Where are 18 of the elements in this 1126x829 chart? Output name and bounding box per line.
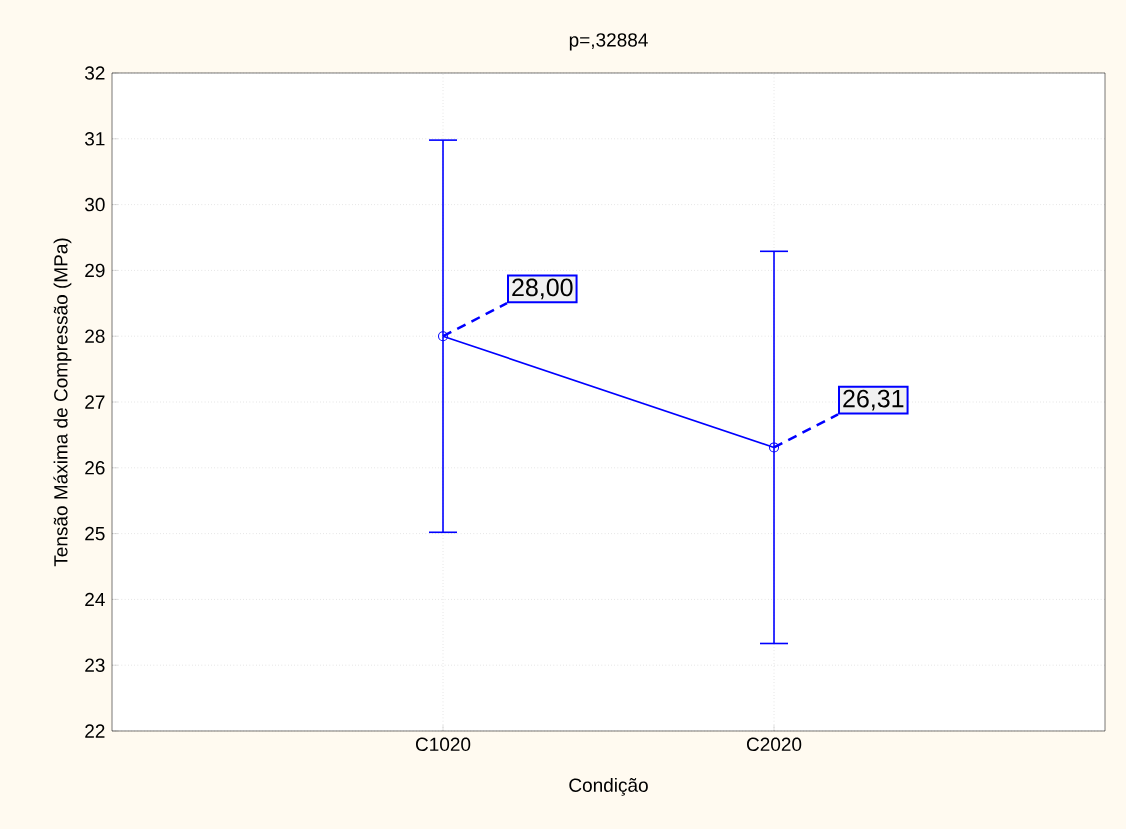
chart-title: p=,32884 — [569, 33, 648, 51]
y-tick-label: 24 — [85, 592, 105, 607]
y-tick-label: 26 — [85, 461, 105, 475]
x-tick-label: C1020 — [415, 737, 471, 752]
y-tick-label: 31 — [85, 132, 105, 146]
data-label: 26,31 — [843, 389, 904, 411]
y-tick-label: 22 — [85, 724, 105, 738]
y-tick-label: 32 — [85, 66, 105, 80]
y-axis-title: Tensão Máxima de Compressão (MPa) — [53, 238, 72, 567]
y-tick-label: 29 — [85, 263, 105, 278]
y-tick-label: 28 — [85, 329, 105, 343]
y-tick-label: 23 — [85, 658, 105, 672]
y-tick-label: 30 — [85, 197, 105, 212]
y-tick-label: 27 — [85, 395, 105, 409]
data-label: 28,00 — [512, 278, 573, 300]
x-axis-title: Condição — [569, 777, 648, 796]
y-tick-label: 25 — [85, 526, 105, 541]
x-tick-label: C2020 — [746, 737, 802, 752]
